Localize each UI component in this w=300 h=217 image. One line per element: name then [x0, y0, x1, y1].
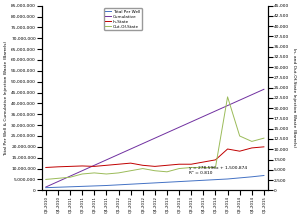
- Total Per Well: [177, 180, 181, 183]
- Cumulative: [214, 110, 217, 112]
- Cumulative: [202, 115, 205, 118]
- In-State: [92, 165, 96, 168]
- Legend: Total Per Well, Cumulative, In-State, Out-Of-State: Total Per Well, Cumulative, In-State, Ou…: [104, 8, 142, 30]
- Cumulative: [165, 132, 169, 134]
- Out-Of-State: [44, 178, 48, 181]
- Out-Of-State: [226, 95, 230, 98]
- Cumulative: [262, 88, 266, 90]
- Cumulative: [189, 121, 193, 123]
- Out-Of-State: [262, 137, 266, 140]
- In-State: [68, 165, 72, 168]
- Total Per Well: [214, 178, 217, 181]
- Total Per Well: [92, 185, 96, 187]
- In-State: [117, 163, 120, 166]
- In-State: [226, 148, 230, 150]
- Out-Of-State: [68, 176, 72, 179]
- Cumulative: [56, 180, 60, 183]
- Line: Out-Of-State: Out-Of-State: [46, 97, 264, 179]
- In-State: [141, 164, 145, 167]
- Total Per Well: [56, 186, 60, 189]
- In-State: [105, 164, 108, 167]
- Cumulative: [105, 159, 108, 161]
- Out-Of-State: [92, 172, 96, 174]
- Total Per Well: [226, 178, 230, 180]
- Total Per Well: [105, 184, 108, 187]
- Cumulative: [129, 148, 132, 150]
- Cumulative: [44, 186, 48, 188]
- Cumulative: [141, 142, 145, 145]
- Total Per Well: [44, 186, 48, 189]
- Line: Total Per Well: Total Per Well: [46, 176, 264, 188]
- Out-Of-State: [129, 169, 132, 172]
- Out-Of-State: [177, 167, 181, 170]
- Out-Of-State: [153, 169, 157, 172]
- In-State: [153, 165, 157, 168]
- Out-Of-State: [105, 173, 108, 175]
- Total Per Well: [80, 185, 84, 188]
- Y-axis label: In- and Out-Of-State Injection Waste (Barrels): In- and Out-Of-State Injection Waste (Ba…: [292, 48, 296, 148]
- Total Per Well: [165, 181, 169, 184]
- Total Per Well: [153, 182, 157, 184]
- Total Per Well: [141, 182, 145, 185]
- Cumulative: [117, 153, 120, 156]
- Text: y = 278,596x + 1,500,874
R² = 0.810: y = 278,596x + 1,500,874 R² = 0.810: [189, 166, 247, 175]
- Out-Of-State: [202, 166, 205, 169]
- In-State: [214, 159, 217, 161]
- In-State: [177, 163, 181, 166]
- Total Per Well: [68, 186, 72, 188]
- In-State: [165, 164, 169, 167]
- Y-axis label: Total Per Well & Cumulative Injection Waste (Barrels): Total Per Well & Cumulative Injection Wa…: [4, 40, 8, 156]
- Cumulative: [153, 137, 157, 140]
- Total Per Well: [238, 177, 242, 179]
- In-State: [129, 162, 132, 164]
- Total Per Well: [117, 184, 120, 186]
- Total Per Well: [129, 183, 132, 186]
- In-State: [44, 166, 48, 169]
- Out-Of-State: [189, 166, 193, 169]
- Out-Of-State: [214, 166, 217, 169]
- Line: In-State: In-State: [46, 147, 264, 168]
- Out-Of-State: [165, 171, 169, 173]
- Total Per Well: [202, 179, 205, 182]
- Cumulative: [238, 99, 242, 101]
- Out-Of-State: [117, 172, 120, 174]
- Cumulative: [177, 126, 181, 129]
- Out-Of-State: [56, 177, 60, 180]
- In-State: [262, 146, 266, 148]
- In-State: [250, 147, 253, 149]
- Cumulative: [80, 169, 84, 172]
- Total Per Well: [262, 174, 266, 177]
- In-State: [56, 166, 60, 168]
- In-State: [189, 163, 193, 166]
- Cumulative: [68, 175, 72, 178]
- In-State: [202, 161, 205, 163]
- Out-Of-State: [141, 167, 145, 170]
- Out-Of-State: [250, 140, 253, 143]
- Out-Of-State: [238, 135, 242, 137]
- In-State: [80, 165, 84, 167]
- Cumulative: [92, 164, 96, 167]
- In-State: [238, 150, 242, 153]
- Line: Cumulative: Cumulative: [46, 89, 264, 187]
- Cumulative: [250, 93, 253, 96]
- Total Per Well: [250, 176, 253, 178]
- Out-Of-State: [80, 173, 84, 175]
- Cumulative: [226, 104, 230, 107]
- Total Per Well: [189, 180, 193, 182]
